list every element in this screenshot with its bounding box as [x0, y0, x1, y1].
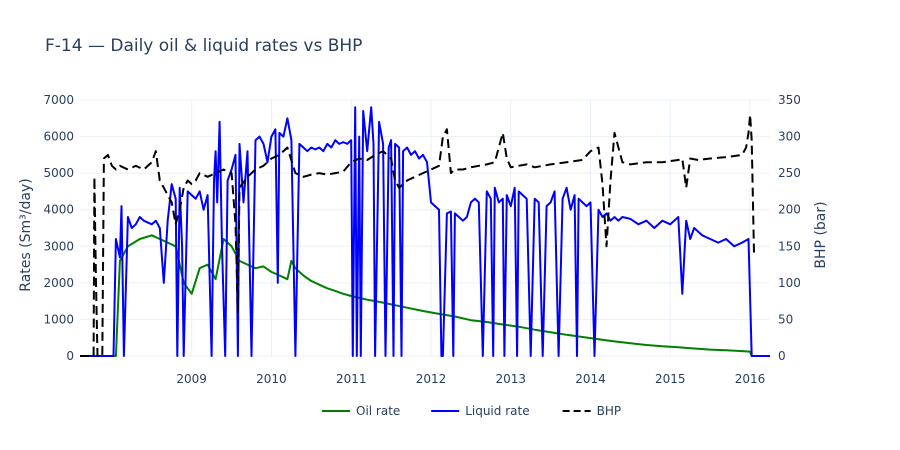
- x-tick-label: 2015: [655, 372, 686, 386]
- y-left-tick-label: 2000: [43, 276, 74, 290]
- legend: Oil rate Liquid rate BHP: [322, 404, 621, 418]
- x-tick-label: 2013: [495, 372, 526, 386]
- x-tick-label: 2010: [256, 372, 287, 386]
- legend-item-oil-rate[interactable]: Oil rate: [322, 404, 400, 418]
- y-left-tick-label: 1000: [43, 312, 74, 326]
- y-right-tick-label: 200: [778, 203, 801, 217]
- y-left-tick-label: 4000: [43, 203, 74, 217]
- y-right-tick-label: 100: [778, 276, 801, 290]
- y-right-tick-label: 250: [778, 166, 801, 180]
- x-tick-label: 2016: [735, 372, 766, 386]
- y-right-tick-label: 50: [778, 312, 793, 326]
- y-left-tick-label: 6000: [43, 130, 74, 144]
- legend-label: Liquid rate: [465, 404, 529, 418]
- y-left-tick-label: 3000: [43, 239, 74, 253]
- y-left-axis-label: Rates (Sm³/day): [18, 178, 34, 291]
- x-tick-label: 2014: [575, 372, 606, 386]
- axes: 0 1000 2000 3000 4000 5000 6000 7000 0 50 100 150 20…: [43, 93, 800, 386]
- legend-label: BHP: [597, 404, 622, 418]
- y-right-axis-label: BHP (bar): [813, 201, 829, 268]
- liquid-rate-line: [80, 106, 770, 357]
- y-left-tick-label: 7000: [43, 93, 74, 107]
- chart-title: F-14 — Daily oil & liquid rates vs BHP: [45, 36, 362, 56]
- series-layer: [80, 106, 770, 357]
- y-right-tick-label: 350: [778, 93, 801, 107]
- y-right-tick-label: 300: [778, 130, 801, 144]
- y-right-tick-label: 0: [778, 349, 786, 363]
- oil-rate-line: [80, 234, 770, 357]
- bhp-line: [80, 113, 755, 357]
- y-left-tick-label: 5000: [43, 166, 74, 180]
- legend-label: Oil rate: [356, 404, 400, 418]
- y-left-tick-label: 0: [66, 349, 74, 363]
- x-tick-label: 2009: [176, 372, 207, 386]
- x-tick-label: 2012: [416, 372, 447, 386]
- y-right-tick-label: 150: [778, 239, 801, 253]
- legend-item-liquid-rate[interactable]: Liquid rate: [431, 404, 530, 418]
- legend-item-bhp[interactable]: BHP: [562, 404, 622, 418]
- x-tick-label: 2011: [336, 372, 367, 386]
